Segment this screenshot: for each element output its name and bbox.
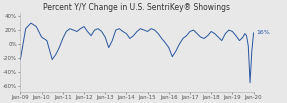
- Text: 16%: 16%: [256, 30, 270, 35]
- Title: Percent Y/Y Change in U.S. SentriKey® Showings: Percent Y/Y Change in U.S. SentriKey® Sh…: [44, 3, 230, 12]
